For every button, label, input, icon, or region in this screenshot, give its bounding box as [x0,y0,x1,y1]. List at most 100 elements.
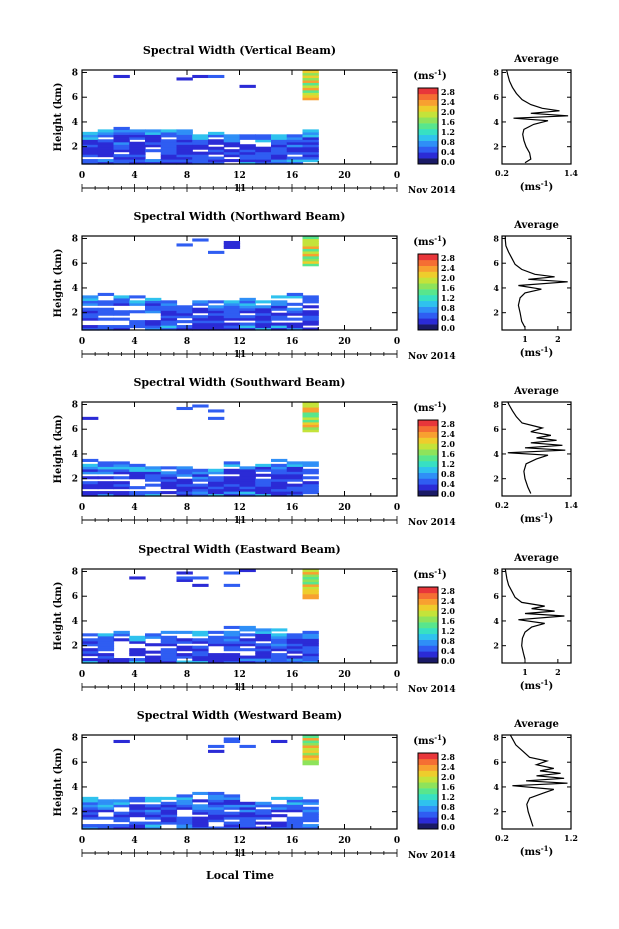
heatmap-cell [271,483,288,487]
heatmap-cell [160,483,178,487]
colorbar-swatch [418,598,438,605]
heatmap-cells [82,236,319,331]
heatmap-cell [145,643,162,647]
heatmap-cell [302,131,319,135]
heatmap-cell [82,141,99,145]
heatmap-cell [302,320,319,324]
heatmap-cell [255,312,272,316]
heatmap-cell [129,463,146,467]
heatmap-cell [129,320,146,324]
average-x-axis-label-exp: -1 [541,678,549,687]
heatmap-cell [113,154,130,158]
heatmap-cell [192,824,209,828]
heatmap-cell [286,801,304,805]
heatmap-cell [255,801,272,805]
heatmap-cell [223,151,241,155]
heatmap-cell [302,819,319,823]
heatmap-cell [192,151,209,155]
heatmap-cell [129,156,146,160]
heatmap-cell [192,154,209,158]
heatmap-cell [97,799,115,803]
heatmap-cell [113,463,130,467]
x-tick-label: 16 [286,836,299,846]
colorbar-unit: (ms-1) [413,567,446,581]
average-y-tick-label: 6 [493,591,499,601]
heatmap-cell [302,468,319,472]
heatmap-cell [97,307,115,311]
heatmap-cell [255,322,272,326]
heatmap-cell [223,136,241,140]
heatmap-cell [129,136,146,140]
heatmap-cell [113,159,130,163]
colorbar-frame [417,253,439,331]
heatmap-cell [255,635,272,639]
heatmap-cell [302,581,319,585]
heatmap-cell [208,320,225,324]
x-tick-label: 20 [338,337,351,347]
heatmap-cell [160,476,178,480]
heatmap-cell [302,739,319,744]
heatmap-cell [286,136,304,140]
heatmap-cell [286,461,304,465]
colorbar-tick-label: 2.4 [441,596,455,606]
heatmap-cell [223,154,241,158]
heatmap-cell [271,463,288,467]
heatmap-cell [192,307,209,311]
heatmap-cell [239,811,256,815]
heatmap-cell [286,463,304,467]
heatmap-cell [82,317,99,321]
heatmap-cell [97,310,115,314]
heatmap-cells [82,569,319,664]
x-tick-label: 20 [338,670,351,680]
heatmap-cell [255,645,272,649]
heatmap-cell [113,139,130,143]
panel-2: Spectral Width (Northward Beam)0 4 8 12 16 20… [53,210,572,362]
average-x-tick-label: 0.2 [495,168,509,178]
heatmap-cell [239,481,256,485]
heatmap-cell [271,307,288,311]
heatmap-cell [255,317,272,321]
heatmap-cell [239,136,256,140]
heatmap-cell [302,648,319,652]
heatmap-cell [208,826,225,830]
heatmap-cell [82,315,99,319]
heatmap-cell [129,161,146,165]
heatmap-cell [160,315,178,319]
colorbar-unit-close: ) [442,403,447,414]
x-tick-label: 12 [233,836,246,846]
colorbar-tick-label: 1.6 [441,449,455,459]
heatmap-cell [208,481,225,485]
colorbar-swatch [418,294,438,302]
colorbar-swatch [418,128,438,136]
heatmap-cell [145,297,162,301]
heatmap-cell [255,814,272,818]
heatmap-cell [208,409,225,413]
heatmap-cell [113,824,130,828]
colorbar-swatch [418,300,438,307]
heatmap-cell [255,643,272,647]
heatmap-cell [97,471,115,475]
heatmap-cell [239,809,256,813]
heatmap-cell [286,799,304,803]
heatmap-cell [97,491,115,495]
y-tick-label: 4 [72,284,78,294]
heatmap-cell [223,655,241,659]
heatmap-cell [192,638,209,642]
colorbar-tick-label: 2.0 [441,273,455,283]
y-tick-label: 8 [72,68,78,78]
heatmap-cell [223,305,241,309]
heatmap-cell [160,821,178,825]
heatmap-cell [192,576,209,580]
heatmap-cell [302,488,319,492]
heatmap-cell [192,630,209,634]
heatmap-cell [223,325,241,329]
heatmap-cell [82,638,99,642]
heatmap-cell [302,84,319,88]
heatmap-cell [160,481,178,485]
colorbar-swatch [418,776,438,783]
heatmap-cell [302,816,319,820]
heatmap-cell [208,653,225,657]
heatmap-cell [302,317,319,321]
average-x-axis-label: (ms-1) [520,345,553,359]
colorbar-tick-label: 0.8 [441,303,455,313]
